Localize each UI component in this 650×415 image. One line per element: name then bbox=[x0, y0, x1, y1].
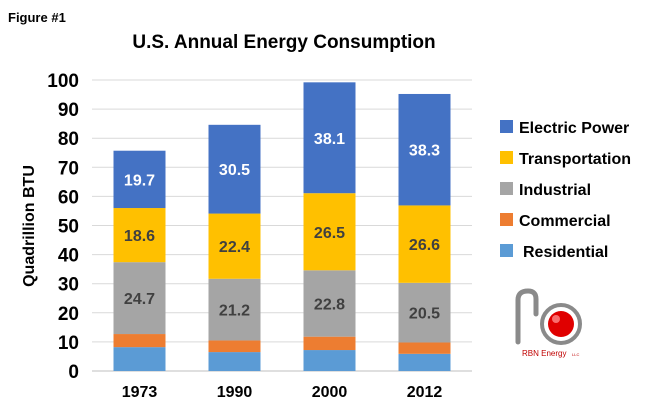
bars: 24.7 18.6 19.7 21.2 22.4 30.5 22.8 26.5 38.1 20.5… bbox=[113, 82, 451, 371]
data-label: 30.5 bbox=[219, 162, 250, 179]
bar-segment bbox=[208, 278, 261, 341]
bar-segment bbox=[113, 262, 166, 335]
bar-segment bbox=[303, 82, 356, 194]
logo-highlight-icon bbox=[552, 315, 560, 323]
legend-swatch bbox=[500, 151, 513, 164]
x-tick-label: 2000 bbox=[312, 384, 348, 401]
data-label: 19.7 bbox=[124, 172, 155, 189]
rbn-logo: RBN Energy LLC bbox=[515, 288, 582, 358]
x-tick-labels: 1973 1990 2000 2012 bbox=[122, 384, 443, 401]
y-tick-labels: 0 10 20 30 40 50 60 70 80 90 100 bbox=[47, 71, 79, 383]
bar-segment bbox=[208, 213, 261, 279]
bar-segment bbox=[113, 347, 166, 371]
legend-swatch bbox=[500, 213, 513, 226]
bar-segment bbox=[113, 208, 166, 263]
logo-pipe-shape bbox=[515, 288, 539, 345]
logo-suffix: LLC bbox=[572, 352, 579, 357]
data-label: 20.5 bbox=[409, 306, 440, 323]
data-label: 24.7 bbox=[124, 291, 155, 308]
bar-segment bbox=[398, 282, 451, 343]
y-tick-label: 40 bbox=[58, 246, 79, 267]
x-tick-label: 2012 bbox=[407, 384, 443, 401]
data-label: 26.6 bbox=[409, 237, 440, 254]
y-tick-label: 90 bbox=[58, 100, 79, 121]
x-tick-label: 1990 bbox=[217, 384, 253, 401]
figure-label: Figure #1 bbox=[8, 10, 66, 25]
bar-segment bbox=[303, 350, 356, 371]
data-label: 38.1 bbox=[314, 131, 345, 148]
logo-red-circle-icon bbox=[548, 311, 574, 337]
data-label: 38.3 bbox=[409, 143, 440, 160]
legend: Electric Power Transportation Industrial Co… bbox=[500, 120, 631, 261]
legend-label: Industrial bbox=[519, 182, 591, 199]
bar-segment bbox=[208, 124, 261, 214]
bar-segment bbox=[398, 93, 451, 206]
legend-swatch bbox=[500, 182, 513, 195]
legend-swatch bbox=[500, 244, 513, 257]
data-label: 26.5 bbox=[314, 225, 345, 242]
bar-segment bbox=[303, 336, 356, 351]
bar-segment bbox=[398, 205, 451, 283]
data-label: 22.4 bbox=[219, 239, 250, 256]
y-tick-label: 10 bbox=[58, 333, 79, 354]
bar-segment bbox=[208, 340, 261, 353]
legend-swatch bbox=[500, 120, 513, 133]
logo-text: RBN Energy bbox=[522, 349, 566, 358]
logo-ring-shape bbox=[540, 303, 582, 345]
y-tick-label: 30 bbox=[58, 275, 79, 296]
legend-label: Electric Power bbox=[519, 120, 629, 137]
y-tick-label: 100 bbox=[47, 71, 79, 92]
data-label: 21.2 bbox=[219, 303, 250, 320]
bar-segment bbox=[113, 150, 166, 209]
y-tick-label: 70 bbox=[58, 158, 79, 179]
legend-label: Transportation bbox=[519, 151, 631, 168]
bar-segment bbox=[208, 352, 261, 371]
legend-label: Residential bbox=[523, 244, 608, 261]
data-label: 18.6 bbox=[124, 228, 155, 245]
y-axis-label: Quadrillion BTU bbox=[21, 165, 38, 287]
y-tick-label: 60 bbox=[58, 187, 79, 208]
y-tick-label: 50 bbox=[58, 217, 79, 238]
bar-segment bbox=[303, 270, 356, 337]
bar-segment bbox=[113, 334, 166, 348]
bar-segment bbox=[398, 342, 451, 354]
data-label: 22.8 bbox=[314, 296, 345, 313]
x-tick-label: 1973 bbox=[122, 384, 158, 401]
legend-label: Commercial bbox=[519, 213, 611, 230]
bar-segment bbox=[303, 193, 356, 271]
chart-title: U.S. Annual Energy Consumption bbox=[132, 32, 435, 53]
bar-segment bbox=[398, 353, 451, 371]
y-tick-label: 20 bbox=[58, 304, 79, 325]
y-tick-label: 80 bbox=[58, 129, 79, 150]
y-tick-label: 0 bbox=[68, 362, 79, 383]
